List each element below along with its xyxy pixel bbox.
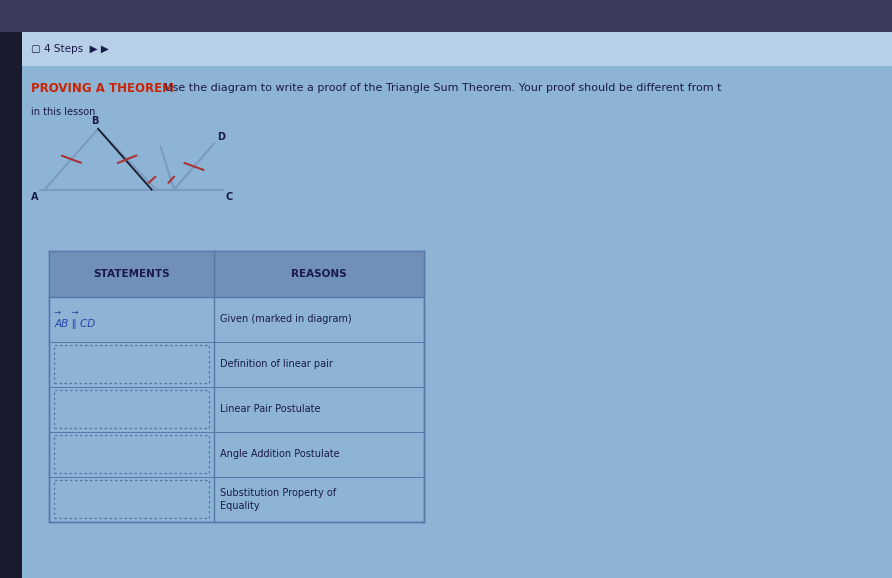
Text: →    →: → →	[54, 307, 78, 317]
Text: B: B	[91, 116, 98, 126]
Text: Angle Addition Postulate: Angle Addition Postulate	[220, 449, 340, 460]
Text: A: A	[31, 192, 38, 202]
Text: Use the diagram to write a proof of the Triangle Sum Theorem. Your proof should : Use the diagram to write a proof of the …	[161, 83, 721, 94]
Text: STATEMENTS: STATEMENTS	[94, 269, 169, 279]
Text: ▢ 4 Steps  ▶ ▶: ▢ 4 Steps ▶ ▶	[31, 44, 109, 54]
Bar	[0, 0, 892, 32]
Text: AB ∥ CD: AB ∥ CD	[54, 318, 95, 329]
Bar	[49, 251, 424, 297]
Text: in this lesson: in this lesson	[31, 106, 95, 117]
Text: Substitution Property of
Equality: Substitution Property of Equality	[220, 488, 336, 510]
Text: REASONS: REASONS	[291, 269, 347, 279]
Bar	[0, 0, 22, 578]
Text: PROVING A THEOREM: PROVING A THEOREM	[31, 82, 174, 95]
Text: Linear Pair Postulate: Linear Pair Postulate	[220, 404, 321, 414]
Bar	[22, 32, 892, 66]
Text: Given (marked in diagram): Given (marked in diagram)	[220, 314, 352, 324]
Text: C: C	[226, 192, 233, 202]
Text: Definition of linear pair: Definition of linear pair	[220, 359, 334, 369]
Bar	[49, 251, 424, 522]
Text: D: D	[217, 132, 225, 142]
